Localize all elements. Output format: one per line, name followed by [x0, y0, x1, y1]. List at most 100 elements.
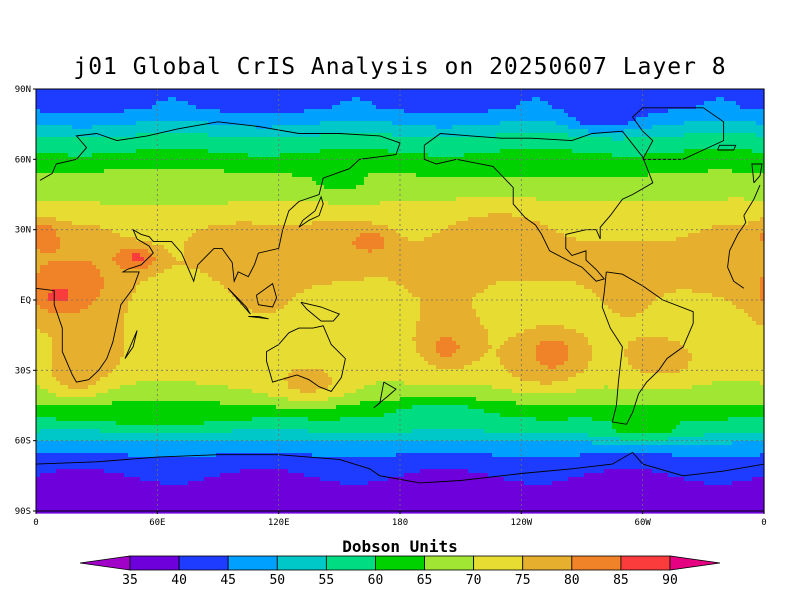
- field-cell: [688, 149, 693, 154]
- field-cell: [188, 185, 193, 190]
- field-cell: [516, 173, 521, 178]
- field-cell: [312, 105, 317, 110]
- field-cell: [532, 113, 537, 118]
- field-cell: [144, 137, 149, 142]
- field-cell: [484, 141, 489, 146]
- field-cell: [312, 101, 317, 106]
- field-cell: [412, 141, 417, 146]
- field-cell: [280, 185, 285, 190]
- field-cell: [336, 141, 341, 146]
- field-cell: [204, 173, 209, 178]
- field-cell: [260, 185, 265, 190]
- field-cell: [36, 89, 41, 94]
- field-cell: [264, 121, 269, 126]
- field-cell: [684, 105, 689, 110]
- field-cell: [76, 153, 81, 158]
- field-cell: [680, 181, 685, 186]
- field-cell: [420, 121, 425, 126]
- field-cell: [60, 185, 65, 190]
- field-cell: [280, 145, 285, 150]
- field-cell: [416, 185, 421, 190]
- field-cell: [580, 89, 585, 94]
- field-cell: [528, 165, 533, 170]
- field-cell: [80, 125, 85, 130]
- field-cell: [328, 157, 333, 162]
- field-cell: [420, 189, 425, 194]
- field-cell: [588, 125, 593, 130]
- field-cell: [284, 113, 289, 118]
- field-cell: [304, 109, 309, 114]
- field-cell: [576, 137, 581, 142]
- field-cell: [624, 129, 629, 134]
- field-cell: [264, 113, 269, 118]
- field-cell: [380, 169, 385, 174]
- field-cell: [144, 161, 149, 166]
- field-cell: [180, 89, 185, 94]
- field-cell: [596, 193, 601, 198]
- field-cell: [536, 109, 541, 114]
- field-cell: [520, 93, 525, 98]
- field-cell: [352, 105, 357, 110]
- field-cell: [496, 117, 501, 122]
- field-cell: [224, 109, 229, 114]
- field-cell: [688, 177, 693, 182]
- field-cell: [720, 97, 725, 102]
- field-cell: [148, 177, 153, 182]
- field-cell: [424, 169, 429, 174]
- field-cell: [148, 109, 153, 114]
- field-cell: [332, 129, 337, 134]
- field-cell: [356, 129, 361, 134]
- field-cell: [740, 137, 745, 142]
- field-cell: [508, 105, 513, 110]
- field-cell: [604, 161, 609, 166]
- field-cell: [684, 117, 689, 122]
- field-cell: [96, 185, 101, 190]
- field-cell: [584, 173, 589, 178]
- field-cell: [368, 105, 373, 110]
- field-cell: [584, 161, 589, 166]
- field-cell: [556, 153, 561, 158]
- field-cell: [408, 185, 413, 190]
- field-cell: [664, 117, 669, 122]
- field-cell: [520, 105, 525, 110]
- field-cell: [92, 181, 97, 186]
- field-cell: [172, 133, 177, 138]
- field-cell: [348, 189, 353, 194]
- field-cell: [220, 121, 225, 126]
- field-cell: [732, 193, 737, 198]
- field-cell: [132, 153, 137, 158]
- field-cell: [144, 181, 149, 186]
- field-cell: [472, 101, 477, 106]
- field-cell: [444, 129, 449, 134]
- field-cell: [156, 109, 161, 114]
- field-cell: [496, 157, 501, 162]
- field-cell: [136, 129, 141, 134]
- field-cell: [216, 125, 221, 130]
- field-cell: [340, 137, 345, 142]
- field-cell: [704, 133, 709, 138]
- field-cell: [604, 149, 609, 154]
- field-cell: [720, 149, 725, 154]
- field-cell: [400, 193, 405, 198]
- field-cell: [96, 109, 101, 114]
- field-cell: [700, 189, 705, 194]
- field-cell: [228, 197, 233, 202]
- field-cell: [248, 185, 253, 190]
- field-cell: [172, 185, 177, 190]
- field-cell: [172, 125, 177, 130]
- field-cell: [484, 105, 489, 110]
- field-cell: [424, 117, 429, 122]
- field-cell: [736, 137, 741, 142]
- field-cell: [148, 129, 153, 134]
- field-cell: [240, 105, 245, 110]
- field-cell: [216, 97, 221, 102]
- field-cell: [668, 97, 673, 102]
- field-cell: [568, 153, 573, 158]
- field-cell: [472, 121, 477, 126]
- field-cell: [208, 97, 213, 102]
- field-cell: [188, 157, 193, 162]
- field-cell: [712, 185, 717, 190]
- field-cell: [212, 129, 217, 134]
- field-cell: [224, 189, 229, 194]
- field-cell: [152, 117, 157, 122]
